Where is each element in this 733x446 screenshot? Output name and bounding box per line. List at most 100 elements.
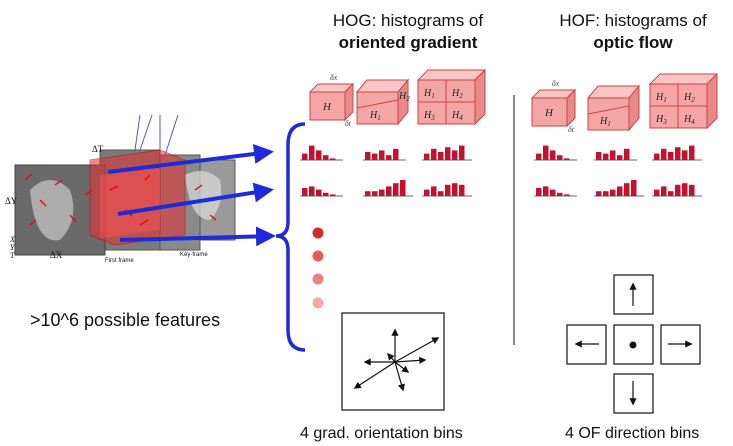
hog-title-line2: oriented gradient <box>338 33 478 52</box>
hog-histogram-3 <box>422 145 472 161</box>
hof-histogram-3-bar-5 <box>682 150 688 160</box>
hog-histogram-6-bar-3 <box>438 191 444 196</box>
hof-histogram-5-bar-5 <box>624 183 630 196</box>
hof-histogram-6-bar-1 <box>654 189 660 196</box>
hof-histogram-4 <box>534 186 577 197</box>
hog-histogram-3-bar-4 <box>445 147 451 160</box>
hog-histogram-3-bar-1 <box>424 153 430 160</box>
hog-histogram-5-bar-2 <box>372 191 378 196</box>
hof-histogram-1-bar-1 <box>536 153 542 160</box>
hof-histogram-3-bar-3 <box>668 152 674 160</box>
hof-histogram-5 <box>594 180 644 197</box>
hof-cube-1-side <box>566 88 576 128</box>
hog-dx: δx <box>330 73 338 82</box>
hog-cube-1-front <box>309 91 346 121</box>
left-brace <box>275 122 306 352</box>
hog-histogram-2-bar-4 <box>386 155 392 160</box>
hog-title: HOG: histograms of oriented gradient <box>293 10 523 54</box>
dot-4 <box>312 297 324 309</box>
label-dT: ΔT <box>92 144 104 154</box>
hof-dx: δx <box>552 79 560 88</box>
hof-histogram-2-bar-4 <box>617 155 623 160</box>
hog-histogram-6-bar-4 <box>445 184 451 196</box>
hog-histogram-1-bar-5 <box>330 158 336 160</box>
hog-histogram-6 <box>422 183 472 197</box>
hof-histogram-4-bar-2 <box>543 186 549 196</box>
face-highlight-2 <box>185 171 222 220</box>
hof-histogram-5-bar-3 <box>610 189 616 196</box>
arrow-2 <box>117 182 274 216</box>
feature-arrows <box>107 144 276 247</box>
hof-title-line1: HOF: histograms of <box>559 11 707 30</box>
hof-histogram-3-bar-1 <box>654 153 660 160</box>
hof-histogram-1 <box>534 145 577 161</box>
hog-histogram-6-bar-5 <box>452 183 458 196</box>
hog-histogram-1 <box>300 145 343 161</box>
hof-cube-1-front <box>531 97 568 127</box>
hof-histogram-2-bar-1 <box>596 152 602 160</box>
label-X: X <box>9 235 16 244</box>
hof-title: HOF: histograms of optic flow <box>518 10 733 54</box>
hog-histogram-2-bar-5 <box>393 148 399 160</box>
hof-cube-3-h1: H1 <box>655 92 667 104</box>
label-key-frame: Key-frame <box>180 252 208 258</box>
hog-dt: δt <box>345 119 352 128</box>
hof-histogram-4-bar-3 <box>550 189 556 196</box>
hof-histogram-1-bar-5 <box>564 158 570 160</box>
hof-cube-3-h2: H2 <box>683 92 695 104</box>
feature-dots <box>312 227 324 309</box>
motion-vectors <box>24 173 217 226</box>
hof-histogram-5-bar-1 <box>596 191 602 196</box>
hof-histogram-2 <box>594 148 637 161</box>
features-label: >10^6 possible features <box>30 310 221 330</box>
hof-histogram-6-bar-2 <box>661 186 667 196</box>
hof-histogram-4-bar-5 <box>564 194 570 196</box>
hog-histogram-5-bar-3 <box>379 189 385 196</box>
hof-histogram-5-bar-4 <box>617 186 623 196</box>
hog-cube-1-label: H <box>322 101 332 113</box>
hog-histogram-4-bar-4 <box>323 192 329 196</box>
label-first-frame: First frame <box>105 258 134 264</box>
arrow-1 <box>107 144 274 174</box>
hog-histogram-6-bar-6 <box>459 184 465 196</box>
hog-cube-3-h4: H4 <box>451 110 463 122</box>
hog-histogram-3-bar-6 <box>459 145 465 160</box>
hog-histogram-6-bar-1 <box>424 189 430 196</box>
hof-histogram-6 <box>652 183 702 197</box>
hog-cube-3-side <box>474 68 486 126</box>
hog-histogram-5-bar-4 <box>386 186 392 196</box>
hog-histogram-2-bar-1 <box>365 152 371 160</box>
hof-cube-2-side <box>628 84 640 132</box>
hog-histogram-1-bar-3 <box>316 150 322 160</box>
hog-cube-2-div <box>356 99 399 109</box>
hog-histogram-5-bar-6 <box>400 180 406 196</box>
hof-histogram-6-bar-3 <box>668 191 674 196</box>
hog-cube-2-h1: H1 <box>369 110 381 122</box>
hof-histogram-6-bar-5 <box>682 183 688 196</box>
hog-histogram-6-bar-2 <box>431 186 437 196</box>
hog-cube-3-h2: H2 <box>451 88 463 100</box>
hof-histogram-3-bar-4 <box>675 147 681 160</box>
hog-histogram-3-bar-5 <box>452 150 458 160</box>
hof-cube-1-label: H <box>544 107 554 119</box>
hog-histogram-5-bar-5 <box>393 183 399 196</box>
st-volume-front <box>100 168 160 238</box>
hof-histogram-1-bar-3 <box>550 150 556 160</box>
hog-histogram-1-bar-4 <box>323 155 329 160</box>
hog-cube-3-top <box>416 69 487 81</box>
arrow-3 <box>119 226 276 247</box>
hog-histogram-1-bar-2 <box>309 145 315 160</box>
hog-cubes: H δx δt H1 H2 H1 H2 H3 H4 <box>308 68 487 128</box>
hof-cube-3-h3: H3 <box>655 114 667 126</box>
hog-cube-3-h1: H1 <box>423 88 435 100</box>
hog-histogram-4-bar-1 <box>302 188 308 196</box>
hof-histogram-2-bar-3 <box>610 150 616 160</box>
hog-cube-1-side <box>344 82 354 122</box>
histograms <box>300 145 702 197</box>
hof-histogram-5-bar-6 <box>631 180 637 196</box>
hog-cube-2-h2: H2 <box>398 91 410 103</box>
hog-histogram-4-bar-5 <box>330 194 336 196</box>
hog-histogram-2-bar-3 <box>379 150 385 160</box>
hog-histogram-2-bar-2 <box>372 153 378 160</box>
